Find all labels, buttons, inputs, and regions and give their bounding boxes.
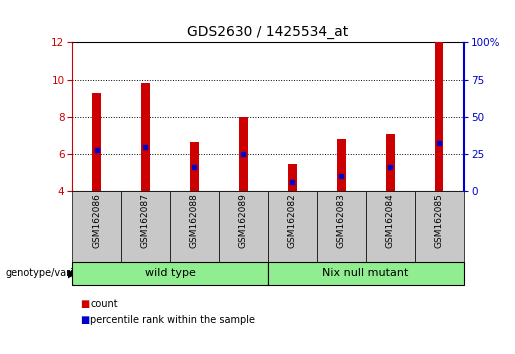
Text: ■: ■: [80, 315, 89, 325]
Text: GSM162085: GSM162085: [435, 193, 443, 248]
Text: ■: ■: [80, 299, 89, 309]
Bar: [141, 84, 150, 191]
Text: count: count: [90, 299, 118, 309]
Text: GSM162088: GSM162088: [190, 193, 199, 248]
Bar: [92, 93, 101, 191]
Text: Nix null mutant: Nix null mutant: [322, 268, 409, 279]
Bar: [288, 164, 297, 191]
Text: GSM162087: GSM162087: [141, 193, 150, 248]
Title: GDS2630 / 1425534_at: GDS2630 / 1425534_at: [187, 25, 349, 39]
Text: GSM162086: GSM162086: [92, 193, 101, 248]
Bar: [239, 117, 248, 191]
Text: genotype/variation: genotype/variation: [5, 268, 98, 279]
Text: GSM162082: GSM162082: [288, 193, 297, 248]
Text: GSM162089: GSM162089: [239, 193, 248, 248]
Text: ▶: ▶: [68, 268, 77, 279]
Bar: [337, 139, 346, 191]
Text: GSM162084: GSM162084: [386, 193, 394, 248]
Bar: [386, 133, 394, 191]
Bar: [190, 142, 199, 191]
Text: percentile rank within the sample: percentile rank within the sample: [90, 315, 255, 325]
Text: GSM162083: GSM162083: [337, 193, 346, 248]
Text: wild type: wild type: [145, 268, 195, 279]
Bar: [435, 42, 443, 191]
